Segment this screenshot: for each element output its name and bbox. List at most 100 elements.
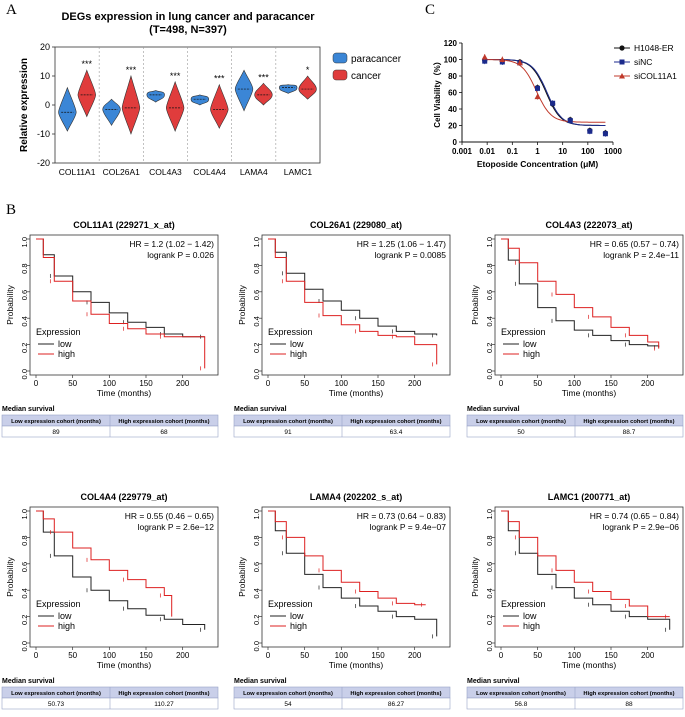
y-tick-label: 0.6 [252,290,261,300]
y-tick-label: 0.8 [252,263,261,273]
km-panel-km-col4a4: COL4A4 (229779_at) 0.0 0.2 0.4 0.6 0.8 1.0 0 50 1… [1,492,219,710]
km-frame [261,506,451,648]
violin-paracancer [190,94,210,106]
significance-mark: *** [170,71,181,81]
km-title: LAMC1 (200771_at) [548,492,631,502]
x-tick-label: 150 [604,379,618,388]
y-tick-label: 0.6 [252,562,261,572]
y-tick-label: 0.2 [485,343,494,353]
hazard-ratio: HR = 1.2 (1.02 − 1.42) [129,239,214,249]
median-header-0: Low expression cohort (months) [243,691,333,697]
y-tick-label: 1.0 [20,509,29,519]
y-tick-label: 20 [448,122,457,131]
y-tick-label: 0.6 [20,290,29,300]
logrank-p: logrank P = 0.026 [147,250,214,260]
survival-charts: COL11A1 (229271_x_at) 0.0 0.2 0.4 0.6 0.8 1.0 0… [1,220,684,710]
legend-title: Expression [501,327,546,337]
violin-chart: DEGs expression in lung cancer and parac… [19,11,402,177]
data-point [481,54,488,60]
legend-label: H1048-ER [634,43,674,53]
legend-label-low: low [58,339,72,349]
legend-label-low: low [523,339,537,349]
legend-label-high: high [290,349,307,359]
y-tick-label: 0.0 [252,369,261,379]
km-panel-km-col26a1: COL26A1 (229080_at) 0.0 0.2 0.4 0.6 0.8 1.0 0 50… [233,220,451,438]
legend-label-cancer: cancer [351,71,382,82]
median-value-1: 68 [160,429,168,436]
km-panel-km-lamc1: LAMC1 (200771_at) 0.0 0.2 0.4 0.6 0.8 1.0 0 50 10… [466,492,684,710]
x-axis-label: Time (months) [562,388,617,398]
x-tick-label: 100 [103,379,117,388]
logrank-p: logrank P = 0.0085 [375,250,447,260]
median-value-1: 110.27 [154,701,174,708]
km-panel-km-col11a1: COL11A1 (229271_x_at) 0.0 0.2 0.4 0.6 0.8 1.0 0… [1,220,219,438]
y-tick-label: 0.4 [20,316,29,326]
x-axis-label: Time (months) [97,660,152,670]
median-value-0: 54 [284,701,292,708]
x-tick-label: 150 [371,379,385,388]
x-tick-label: 200 [176,651,190,660]
y-tick-label: 0.2 [252,615,261,625]
y-tick-label: 1.0 [485,509,494,519]
logrank-p: logrank P = 2.4e−11 [603,250,679,260]
legend-swatch-cancer [332,69,348,81]
violin-cancer [165,80,185,132]
x-tick-label: 0.01 [479,147,495,156]
x-tick-label: 100 [581,147,595,156]
y-tick-label: 0.2 [252,343,261,353]
km-frame [29,234,219,376]
km-frame [261,234,451,376]
median-header-0: Low expression cohort (months) [476,691,566,697]
x-tick-label: 150 [371,651,385,660]
legend-label: siNC [634,57,652,67]
legend-label-low: low [58,611,72,621]
km-curve-high [501,510,670,618]
x-axis-label: Time (months) [97,388,152,398]
km-frame [494,234,684,376]
y-axis-label: Probability [237,284,247,324]
x-tick-label: 50 [300,379,309,388]
significance-mark: *** [126,65,137,75]
x-tick-label: 100 [335,379,349,388]
median-header-0: Low expression cohort (months) [11,419,101,425]
median-survival-label: Median survival [2,678,55,685]
hazard-ratio: HR = 0.55 (0.46 − 0.65) [125,511,214,521]
violin-cancer [77,69,96,118]
violin-cancer [254,82,273,106]
x-tick-label: 0 [266,379,271,388]
violin-paracancer [279,84,298,94]
significance-mark: *** [258,72,269,82]
x-tick-label: 0.1 [507,147,519,156]
km-curve-low [501,238,660,348]
panel-label-a: A [6,2,17,18]
x-tick-label: 200 [408,379,422,388]
x-tick-label: 50 [533,379,542,388]
x-tick-label: 200 [408,651,422,660]
y-tick-label: 0.0 [20,641,29,651]
median-survival-label: Median survival [234,678,287,685]
median-header-1: High expression cohort (months) [118,419,209,425]
y-tick-label: 0.8 [485,263,494,273]
x-tick-label: 150 [139,651,153,660]
y-tick-label: 0.8 [20,263,29,273]
y-tick-label: 0 [453,138,458,147]
x-tick-label: COL11A1 [59,167,96,177]
y-axis-label: Probability [5,284,15,324]
x-tick-label: 0 [34,651,39,660]
legend-title: Expression [501,599,546,609]
x-tick-label: 1000 [604,147,622,156]
km-panel-km-lama4: LAMA4 (202202_s_at) 0.0 0.2 0.4 0.6 0.8 1.0 0 50… [233,492,451,710]
y-tick-label: -10 [37,129,50,139]
median-value-0: 56.8 [515,701,528,708]
x-tick-label: LAMC1 [284,167,313,177]
legend-marker [619,59,625,65]
y-tick-label: 20 [40,42,50,52]
y-tick-label: 0.6 [20,562,29,572]
data-point [499,56,506,62]
y-tick-label: 0.4 [485,316,494,326]
median-value-1: 63.4 [390,429,403,436]
data-point [535,85,540,91]
data-point [516,59,523,66]
y-tick-label: 80 [448,72,457,81]
